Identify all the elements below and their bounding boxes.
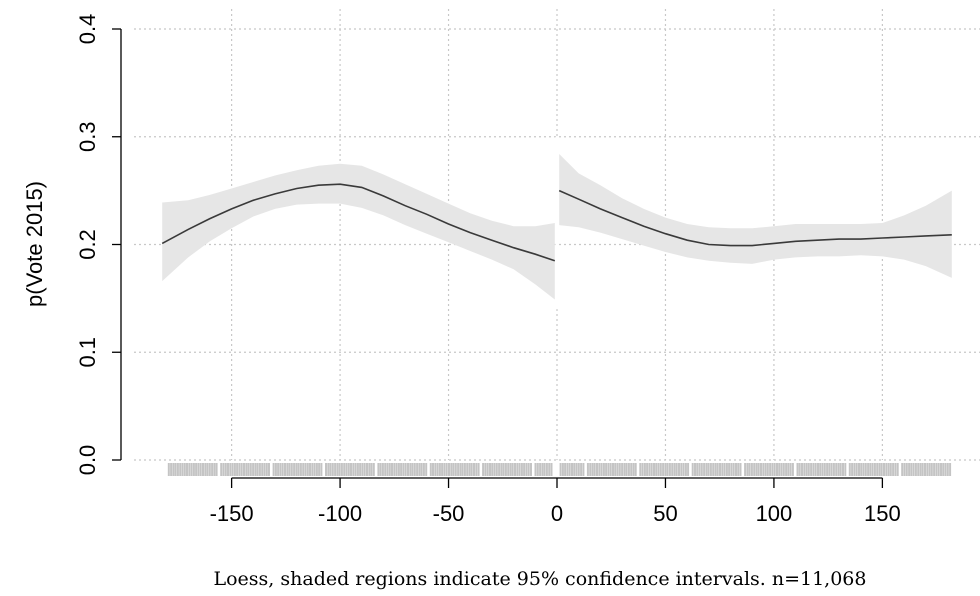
y-tick-label: 0.3 <box>75 121 100 152</box>
loess-line-left <box>161 183 556 262</box>
y-tick-label: 0.2 <box>75 229 100 260</box>
loess-lines <box>161 136 952 310</box>
x-tick-label: -150 <box>210 501 254 526</box>
chart-caption: Loess, shaded regions indicate 95% confi… <box>214 568 867 590</box>
x-tick-label: 100 <box>756 501 793 526</box>
y-axis-title: p(Vote 2015) <box>22 181 47 307</box>
x-tick-label: -100 <box>318 501 362 526</box>
loess-line-right <box>558 189 952 247</box>
y-tick-label: 0.1 <box>75 337 100 368</box>
axes: 0.0 0.1 0.2 0.3 0.4 -150 -100 -50 0 50 100 150 <box>75 14 901 526</box>
confidence-band-left <box>162 163 555 300</box>
x-tick-label: -50 <box>433 501 465 526</box>
x-tick-label: 0 <box>551 501 563 526</box>
y-tick-label: 0.0 <box>75 445 100 476</box>
x-tick-label: 50 <box>653 501 677 526</box>
rug-plot <box>167 463 952 476</box>
x-tick-label: 150 <box>864 501 901 526</box>
confidence-band-right <box>559 154 952 278</box>
y-tick-label: 0.4 <box>75 14 100 45</box>
